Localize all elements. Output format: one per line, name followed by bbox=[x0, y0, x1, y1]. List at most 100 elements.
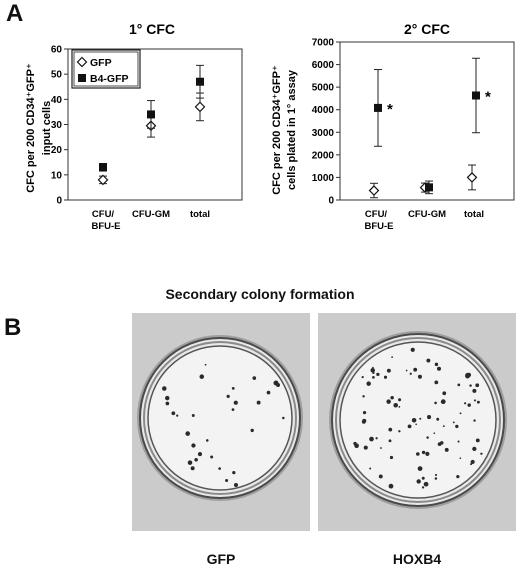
legend-marker-gfp bbox=[76, 56, 88, 68]
colony bbox=[426, 358, 431, 363]
colony bbox=[218, 467, 222, 470]
legend-marker-b4-gfp bbox=[78, 74, 86, 82]
colony bbox=[473, 419, 476, 422]
chart-title: 2° CFC bbox=[404, 21, 450, 37]
significance-asterisk: * bbox=[485, 88, 491, 105]
colony bbox=[398, 430, 401, 433]
colony bbox=[225, 478, 229, 483]
chart-primary-cfc: 1° CFC 0 10 20 30 40 50 60 CFC per 200 CD34⁺GFP⁺… bbox=[25, 21, 243, 232]
panel-a-label: A bbox=[6, 0, 24, 27]
colony bbox=[363, 445, 368, 450]
colony bbox=[376, 372, 380, 377]
colony bbox=[439, 441, 444, 445]
y-tick-label: 0 bbox=[328, 196, 334, 207]
data-point-b4-gfp bbox=[196, 77, 204, 86]
plate-image-gfp bbox=[132, 313, 310, 531]
y-tick-label: 10 bbox=[51, 170, 63, 181]
colony bbox=[436, 417, 440, 421]
colony bbox=[467, 403, 471, 407]
colony bbox=[171, 411, 176, 416]
colony bbox=[388, 483, 394, 489]
colony bbox=[433, 432, 436, 435]
colony bbox=[388, 427, 393, 432]
y-tick-label: 7000 bbox=[312, 38, 335, 49]
colony bbox=[185, 431, 191, 436]
colony bbox=[409, 372, 412, 375]
chart-title: 1° CFC bbox=[129, 21, 175, 37]
colony bbox=[421, 476, 425, 480]
colony bbox=[398, 406, 401, 408]
colony bbox=[252, 376, 257, 380]
colony bbox=[470, 459, 475, 465]
colony bbox=[204, 363, 207, 366]
colony bbox=[434, 380, 439, 385]
plate-rim-inner bbox=[147, 345, 293, 491]
y-tick-label: 6000 bbox=[312, 60, 335, 71]
x-category-label: total bbox=[190, 209, 210, 220]
plate-label-hoxb4: HOXB4 bbox=[392, 551, 442, 567]
significance-asterisk: * bbox=[387, 101, 393, 118]
y-tick-label: 4000 bbox=[312, 105, 335, 116]
colony bbox=[442, 391, 447, 396]
x-category-label-line2: BFU-E bbox=[364, 221, 393, 232]
colony bbox=[459, 412, 462, 415]
colony bbox=[369, 467, 372, 470]
colony bbox=[413, 367, 418, 372]
data-point-gfp bbox=[466, 172, 478, 183]
colony bbox=[464, 402, 467, 405]
plate-rim-mid bbox=[143, 341, 297, 495]
colony bbox=[378, 474, 383, 479]
colony bbox=[476, 400, 480, 404]
colony bbox=[455, 424, 459, 429]
colony bbox=[232, 470, 236, 475]
panel-b-title: Secondary colony formation bbox=[165, 286, 355, 302]
colony bbox=[405, 369, 408, 372]
colony bbox=[372, 366, 374, 369]
colony bbox=[191, 414, 195, 417]
colony bbox=[417, 374, 422, 379]
colony bbox=[475, 438, 480, 443]
colony bbox=[190, 466, 195, 471]
colony bbox=[423, 481, 429, 487]
colony bbox=[435, 473, 438, 476]
x-category-label: CFU-GM bbox=[132, 209, 170, 220]
y-tick-label: 30 bbox=[51, 120, 63, 131]
colony bbox=[472, 388, 477, 393]
x-category-label: CFU-GM bbox=[408, 209, 446, 220]
plate-rim-mid bbox=[335, 337, 501, 503]
colony bbox=[434, 401, 437, 405]
legend-entry: B4-GFP bbox=[90, 73, 129, 85]
y-tick-label: 1000 bbox=[312, 173, 335, 184]
y-axis-label-line2: cells plated in 1° assay bbox=[286, 69, 298, 190]
colony bbox=[434, 477, 438, 480]
colony bbox=[415, 423, 417, 426]
colony bbox=[226, 394, 230, 398]
colony bbox=[440, 400, 444, 404]
colony bbox=[276, 383, 280, 387]
colony bbox=[266, 390, 271, 395]
colony bbox=[416, 479, 421, 484]
colony bbox=[407, 424, 412, 429]
data-point-b4-gfp bbox=[374, 103, 382, 112]
y-tick-label: 40 bbox=[51, 95, 63, 106]
colony bbox=[383, 375, 388, 379]
colony bbox=[362, 411, 367, 415]
colony bbox=[398, 398, 402, 402]
colony bbox=[194, 458, 198, 462]
colony bbox=[436, 366, 442, 371]
colony bbox=[380, 447, 382, 449]
colony bbox=[375, 437, 378, 440]
colony bbox=[191, 443, 196, 448]
y-tick-label: 3000 bbox=[312, 128, 335, 139]
colony bbox=[425, 451, 430, 456]
colony bbox=[361, 375, 364, 379]
colony bbox=[421, 450, 426, 455]
colony bbox=[434, 362, 439, 367]
colony bbox=[234, 483, 238, 487]
colony bbox=[353, 441, 357, 446]
colony bbox=[459, 457, 462, 460]
legend-entry: GFP bbox=[90, 57, 112, 69]
colony bbox=[473, 399, 477, 402]
colony bbox=[162, 386, 167, 391]
colony bbox=[388, 439, 392, 443]
